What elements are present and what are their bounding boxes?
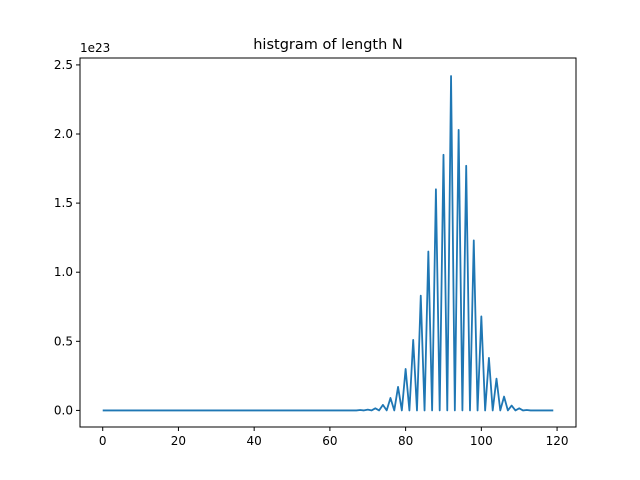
y-offset-label: 1e23 bbox=[80, 41, 110, 55]
x-tick-label: 80 bbox=[398, 434, 413, 448]
x-tick-label: 100 bbox=[470, 434, 493, 448]
x-tick-label: 0 bbox=[99, 434, 107, 448]
y-tick-label: 2.0 bbox=[54, 127, 73, 141]
x-tick-label: 60 bbox=[322, 434, 337, 448]
y-tick-label: 1.5 bbox=[54, 196, 73, 210]
x-tick-label: 120 bbox=[546, 434, 569, 448]
x-tick-label: 20 bbox=[171, 434, 186, 448]
x-tick-label: 40 bbox=[247, 434, 262, 448]
chart-title: histgram of length N bbox=[253, 37, 403, 53]
y-tick-label: 0.0 bbox=[54, 403, 73, 417]
y-tick-label: 0.5 bbox=[54, 334, 73, 348]
y-tick-label: 1.0 bbox=[54, 265, 73, 279]
y-tick-label: 2.5 bbox=[54, 58, 73, 72]
